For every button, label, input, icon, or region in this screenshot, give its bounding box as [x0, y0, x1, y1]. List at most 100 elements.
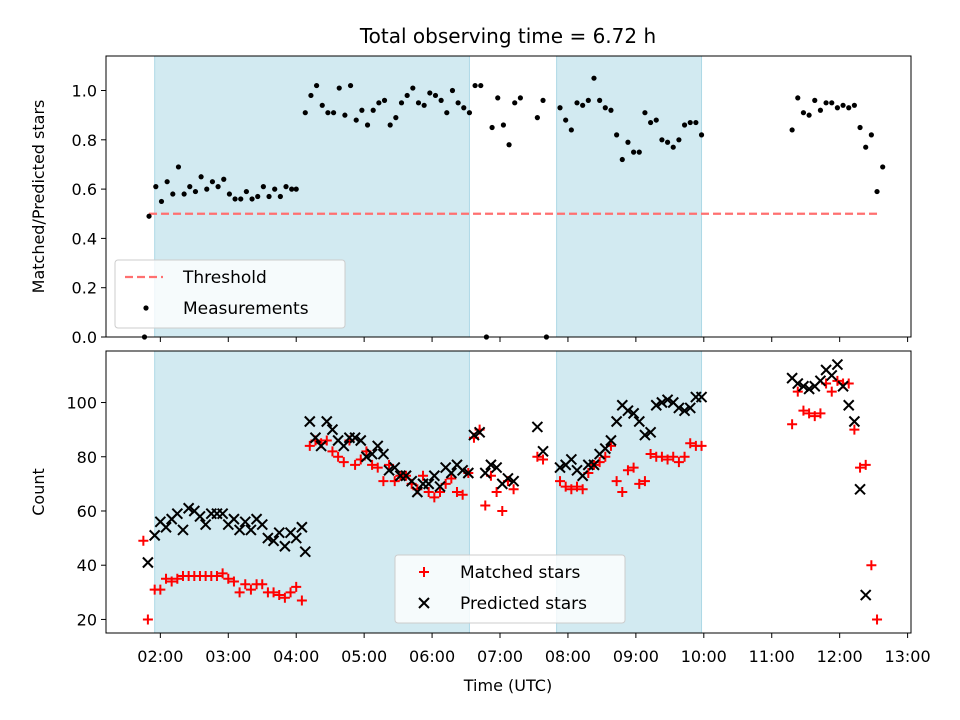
data-point [540, 97, 546, 103]
data-point [610, 415, 623, 428]
data-point [279, 540, 291, 552]
data-point [321, 435, 332, 446]
top-panel: 0.0 0.2 0.4 0.6 0.8 1.0 Matched/Predicted star… [29, 55, 912, 347]
data-point [223, 573, 234, 584]
y-tick-label: 20 [77, 610, 97, 629]
data-point [153, 184, 159, 190]
x-tick-label: 13:00 [885, 647, 931, 666]
data-point [198, 174, 204, 180]
data-point [415, 100, 422, 106]
data-point [211, 571, 222, 582]
legend: Matched stars Predicted stars [394, 554, 626, 624]
data-point [336, 85, 342, 91]
data-point [795, 95, 801, 101]
legend-swatch [143, 305, 149, 311]
data-point [806, 112, 812, 118]
data-point [832, 375, 843, 386]
data-point [678, 404, 691, 417]
data-point [812, 97, 818, 103]
data-point [512, 100, 518, 106]
data-point [349, 432, 361, 444]
data-point [659, 137, 665, 143]
data-point [327, 446, 338, 457]
data-point [181, 191, 187, 197]
data-point [639, 429, 651, 441]
data-point [249, 196, 255, 202]
data-point [857, 124, 863, 131]
data-point [473, 426, 486, 439]
data-point [209, 179, 216, 185]
data-point [684, 402, 696, 414]
x-tick-label: 03:00 [205, 647, 251, 666]
data-point [272, 186, 278, 192]
data-point [422, 478, 435, 490]
y-tick-label: 80 [77, 448, 97, 467]
data-point [404, 92, 410, 99]
data-point [260, 184, 266, 190]
data-point [364, 122, 371, 128]
data-point [234, 587, 245, 598]
data-point [383, 464, 395, 477]
data-point [285, 587, 296, 598]
data-point [289, 186, 295, 192]
y-axis-label: Count [29, 468, 48, 516]
data-point [304, 440, 315, 451]
data-point [451, 487, 462, 497]
data-point [843, 399, 855, 411]
data-point [826, 386, 837, 397]
data-point [826, 369, 838, 382]
y-tick-label: 0.4 [72, 229, 97, 248]
data-point [831, 358, 844, 371]
data-point [283, 184, 289, 190]
data-point [531, 421, 544, 433]
data-point [860, 589, 872, 601]
data-point [279, 592, 290, 603]
data-point [192, 188, 199, 195]
legend-swatch [419, 567, 429, 577]
data-point [267, 535, 280, 547]
data-point [296, 595, 307, 606]
data-point [622, 404, 634, 417]
data-point [446, 473, 457, 484]
data-point [633, 415, 645, 428]
data-point [226, 191, 233, 197]
data-point [187, 184, 193, 190]
data-point [508, 484, 519, 495]
data-point [605, 434, 617, 447]
data-point [566, 484, 577, 495]
data-point [389, 476, 400, 487]
data-point [568, 127, 574, 133]
data-point [350, 459, 361, 470]
data-point [495, 95, 501, 101]
data-point [591, 75, 597, 81]
data-point [367, 459, 378, 470]
data-point [299, 545, 311, 558]
data-point [814, 375, 827, 387]
y-tick-label: 0.6 [72, 180, 97, 199]
x-tick-label: 11:00 [749, 647, 795, 666]
data-point [359, 107, 365, 113]
data-point [429, 492, 440, 503]
data-point [500, 122, 507, 128]
data-point [627, 407, 640, 420]
data-point [639, 476, 650, 487]
data-point [435, 487, 446, 497]
data-point [789, 127, 795, 133]
data-point [194, 510, 206, 523]
data-point [619, 156, 625, 163]
data-point [338, 457, 349, 468]
data-point [142, 614, 153, 625]
data-point [642, 110, 648, 116]
legend-label: Predicted stars [460, 594, 587, 614]
data-point [387, 122, 393, 128]
data-point [366, 448, 378, 460]
data-point [160, 521, 172, 533]
data-point [631, 149, 637, 155]
data-point [377, 448, 390, 460]
data-point [534, 115, 540, 121]
y-axis-label: Matched/Predicted stars [29, 100, 48, 294]
data-point [315, 440, 327, 452]
data-point [308, 92, 314, 99]
data-point [434, 480, 446, 493]
